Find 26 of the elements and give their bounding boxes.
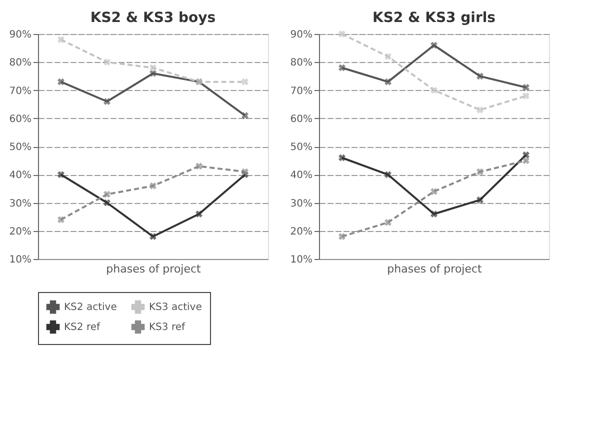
y-tick-label: 60%: [9, 114, 32, 125]
y-tick-label: 70%: [290, 86, 312, 97]
y-tick-label: 70%: [9, 86, 32, 97]
x-axis-title: phases of project: [106, 262, 202, 276]
legend-label: KS2 active: [64, 302, 117, 314]
chart-title: KS2 & KS3 boys: [90, 10, 216, 26]
y-tick-label: 40%: [290, 170, 312, 182]
y-tick-label: 80%: [9, 58, 32, 69]
chart-title: KS2 & KS3 girls: [372, 10, 496, 26]
y-tick-label: 10%: [9, 254, 32, 266]
y-tick-label: 60%: [290, 114, 312, 125]
y-tick-label: 20%: [290, 226, 312, 238]
legend-label: KS3 active: [149, 302, 202, 314]
y-tick-label: 90%: [9, 30, 32, 40]
y-tick-label: 90%: [290, 30, 312, 40]
y-tick-label: 20%: [9, 226, 32, 238]
y-tick-label: 40%: [9, 170, 32, 182]
y-tick-label: 80%: [290, 58, 312, 69]
y-tick-label: 50%: [290, 142, 312, 153]
y-tick-label: 10%: [290, 254, 312, 266]
y-tick-label: 30%: [9, 198, 32, 210]
y-tick-label: 50%: [9, 142, 32, 153]
legend-label: KS3 ref: [149, 322, 186, 333]
legend-label: KS2 ref: [64, 322, 100, 333]
x-axis-title: phases of project: [387, 262, 483, 276]
y-tick-label: 30%: [290, 198, 312, 210]
